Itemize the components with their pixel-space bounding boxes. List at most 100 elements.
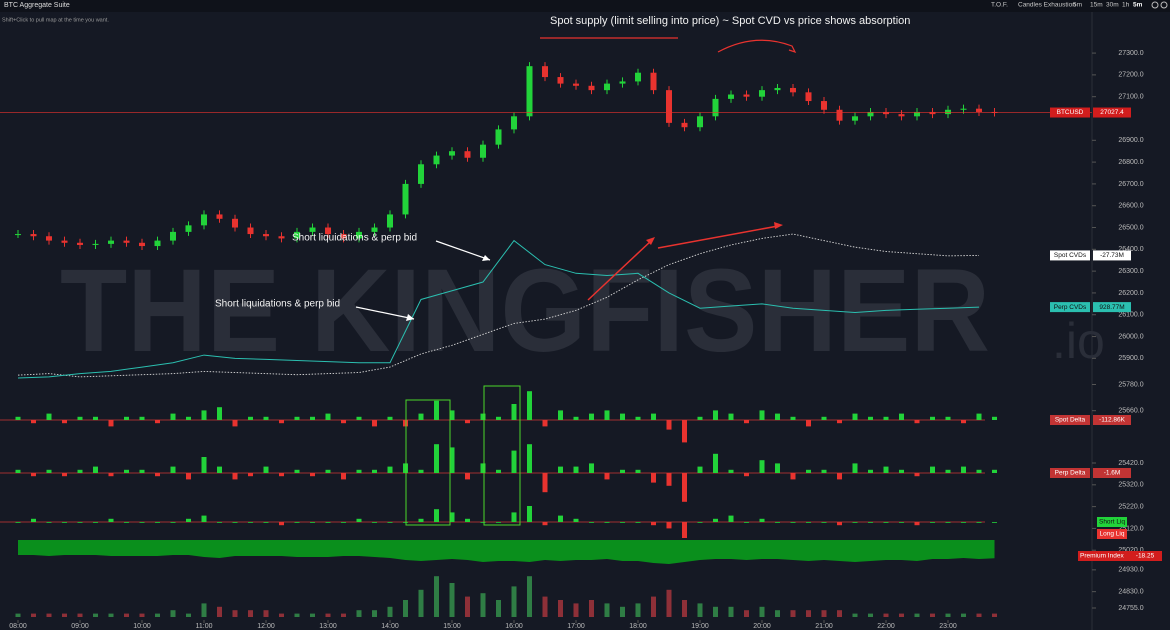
delta-bar xyxy=(961,466,966,473)
candle xyxy=(666,90,672,123)
y-tick-label: 25220.0 xyxy=(1118,503,1143,510)
liq-bar xyxy=(155,522,160,523)
liq-bar xyxy=(542,522,548,526)
liq-bar xyxy=(418,518,424,522)
liq-bar xyxy=(62,522,67,523)
delta-bar xyxy=(558,410,563,420)
liq-bar xyxy=(93,522,98,523)
volume-bar xyxy=(620,606,625,617)
timeframe-active[interactable]: 5m xyxy=(1133,2,1143,9)
badge-value: -1.6M xyxy=(1104,470,1121,477)
volume-bar xyxy=(759,606,765,617)
top-bar xyxy=(0,0,1170,12)
candle xyxy=(867,111,874,117)
volume-bar xyxy=(31,613,36,617)
app-title: BTC Aggregate Suite xyxy=(4,2,70,9)
timeframe[interactable]: 15m xyxy=(1090,2,1103,9)
liq-bar xyxy=(248,522,253,523)
delta-bar xyxy=(620,413,625,420)
badge xyxy=(1128,551,1162,561)
volume-bar xyxy=(248,610,253,617)
settings-icon[interactable] xyxy=(1160,1,1168,9)
liq-bar xyxy=(310,522,315,523)
volume-bar xyxy=(542,596,548,617)
liq-bar xyxy=(139,522,145,523)
liq-bar xyxy=(852,522,858,523)
badge-label: Spot CVDs xyxy=(1054,252,1087,259)
delta-bar xyxy=(527,391,532,420)
delta-bar xyxy=(635,469,641,473)
liq-bar xyxy=(697,522,703,523)
badge-label: Spot Delta xyxy=(1055,417,1086,424)
volume-bar xyxy=(930,613,935,617)
liq-bar xyxy=(961,522,966,523)
delta-bar xyxy=(914,473,920,477)
delta-bar xyxy=(542,420,548,427)
candle xyxy=(511,116,517,130)
candle xyxy=(418,164,424,184)
callout-arrow xyxy=(435,240,491,261)
timeframe[interactable]: 5m xyxy=(1073,2,1082,9)
delta-bar xyxy=(62,420,67,424)
volume-bar xyxy=(387,606,393,617)
volume-bar xyxy=(558,600,563,617)
delta-bar xyxy=(108,473,114,477)
delta-bar xyxy=(713,410,718,420)
liq-bar xyxy=(790,522,796,523)
delta-bar xyxy=(806,420,811,427)
x-tick-label: 12:00 xyxy=(257,623,275,630)
volume-bar xyxy=(46,613,52,617)
delta-bar xyxy=(496,416,501,420)
liq-bar xyxy=(666,522,672,529)
liq-bar xyxy=(914,522,920,526)
settings-icon[interactable] xyxy=(1151,1,1159,9)
liq-bar xyxy=(124,522,129,523)
candle xyxy=(356,231,362,239)
candle xyxy=(790,87,796,93)
y-tick-label: 25420.0 xyxy=(1118,460,1143,467)
arrow-head xyxy=(646,237,655,245)
delta-bar xyxy=(992,416,997,420)
delta-bar xyxy=(434,400,439,420)
delta-bar xyxy=(325,469,331,473)
volume-bar xyxy=(775,610,780,617)
delta-bar xyxy=(837,420,842,424)
indicator[interactable]: T.O.F. xyxy=(991,2,1008,9)
candle xyxy=(929,111,936,115)
x-tick-label: 23:00 xyxy=(939,623,957,630)
volume-bar xyxy=(403,600,408,617)
candle xyxy=(697,116,703,128)
delta-bar xyxy=(573,416,579,420)
delta-bar xyxy=(279,473,284,477)
delta-bar xyxy=(992,469,997,473)
delta-bar xyxy=(341,473,346,480)
x-tick-label: 19:00 xyxy=(691,623,709,630)
callout: Short liquidations & perp bid xyxy=(292,233,417,244)
delta-bar xyxy=(852,413,858,420)
volume-bar xyxy=(589,600,594,617)
volume-bar xyxy=(465,596,470,617)
delta-bar xyxy=(666,473,672,486)
x-tick-label: 21:00 xyxy=(815,623,833,630)
volume-bar xyxy=(310,613,315,617)
timeframe[interactable]: 30m xyxy=(1106,2,1119,9)
indicator[interactable]: Candles Exhaustion xyxy=(1018,2,1076,9)
candle xyxy=(821,101,827,110)
timeframe[interactable]: 1h xyxy=(1122,2,1130,9)
y-tick-label: 25320.0 xyxy=(1118,482,1143,489)
delta-bar xyxy=(418,469,424,473)
y-tick-label: 26700.0 xyxy=(1118,181,1143,188)
y-tick-label: 26300.0 xyxy=(1118,268,1143,275)
candle xyxy=(30,234,37,237)
candle xyxy=(960,108,967,110)
y-tick-label: 24930.0 xyxy=(1118,567,1143,574)
watermark-suffix: .io xyxy=(1052,313,1105,369)
liq-bar xyxy=(108,518,114,522)
candle xyxy=(883,111,889,115)
delta-bar xyxy=(759,460,765,473)
x-tick-label: 08:00 xyxy=(9,623,27,630)
candle xyxy=(201,214,207,226)
candle xyxy=(945,109,951,115)
delta-bar xyxy=(744,473,749,477)
